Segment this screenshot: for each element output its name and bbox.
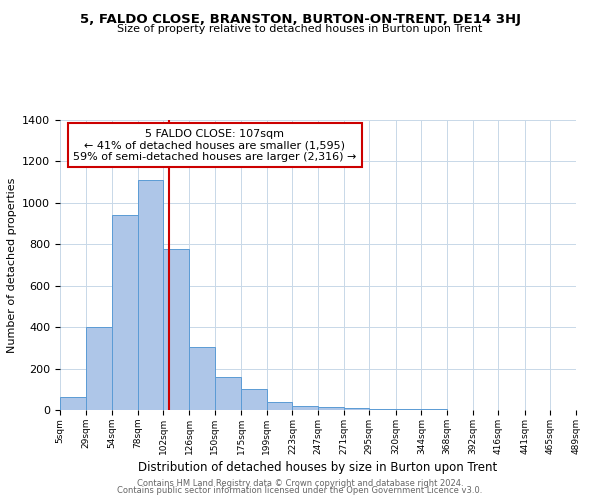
Text: Contains HM Land Registry data © Crown copyright and database right 2024.: Contains HM Land Registry data © Crown c… [137,478,463,488]
Bar [369,409,396,410]
Bar [112,216,138,410]
Bar [86,327,112,410]
Bar [344,408,369,410]
Bar [292,406,318,410]
Bar [138,180,163,410]
Bar [215,377,241,410]
Bar [318,407,344,410]
Bar [189,347,215,410]
Text: Contains public sector information licensed under the Open Government Licence v3: Contains public sector information licen… [118,486,482,495]
Y-axis label: Number of detached properties: Number of detached properties [7,178,17,352]
Text: Size of property relative to detached houses in Burton upon Trent: Size of property relative to detached ho… [118,24,482,34]
Bar [60,396,86,410]
Text: 5, FALDO CLOSE, BRANSTON, BURTON-ON-TRENT, DE14 3HJ: 5, FALDO CLOSE, BRANSTON, BURTON-ON-TREN… [79,12,521,26]
Text: 5 FALDO CLOSE: 107sqm
← 41% of detached houses are smaller (1,595)
59% of semi-d: 5 FALDO CLOSE: 107sqm ← 41% of detached … [73,128,356,162]
Bar [163,250,189,410]
X-axis label: Distribution of detached houses by size in Burton upon Trent: Distribution of detached houses by size … [139,461,497,474]
Bar [241,390,267,410]
Bar [267,402,292,410]
